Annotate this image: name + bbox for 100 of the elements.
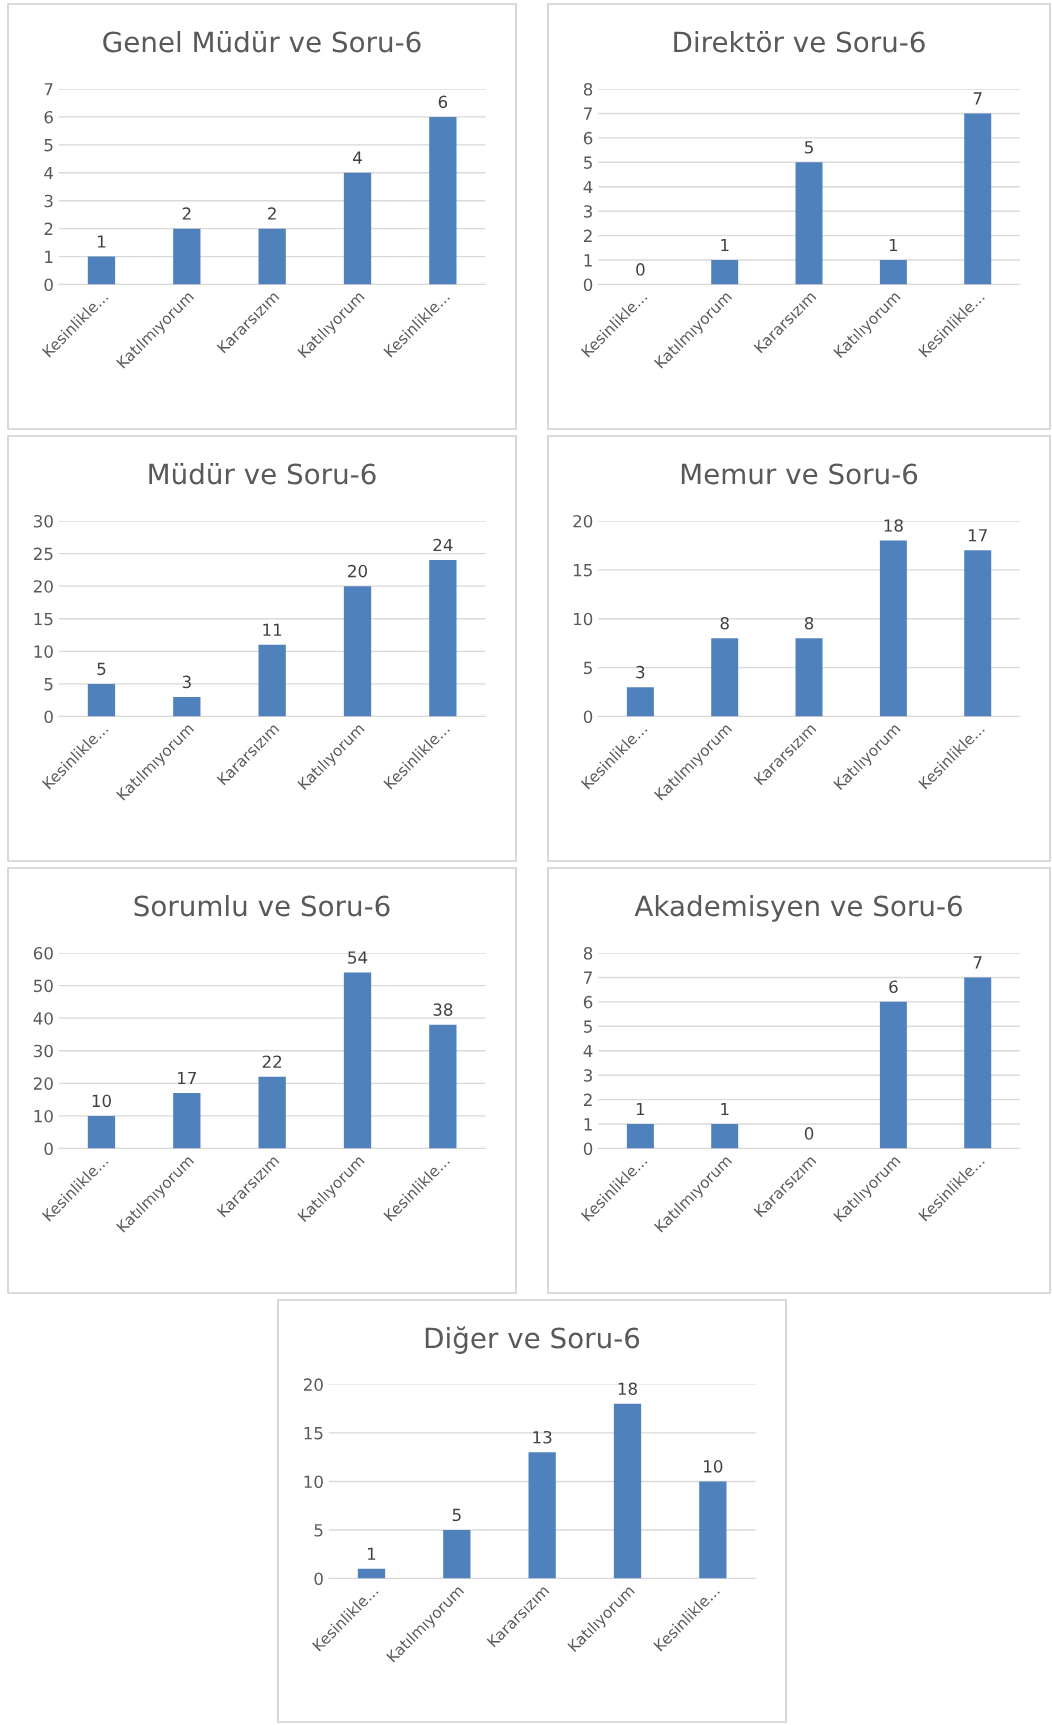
y-tick-label: 5 (44, 678, 53, 691)
y-tick-label: 15 (573, 564, 592, 577)
chart-title: Memur ve Soru-6 (681, 463, 918, 485)
y-tick-label: 2 (583, 1093, 592, 1106)
y-tick-label: 6 (583, 131, 593, 145)
data-label: 7 (973, 92, 982, 105)
bar (626, 687, 654, 717)
data-label: 6 (889, 980, 898, 994)
y-tick-label: 0 (44, 710, 53, 724)
data-label: 1 (98, 235, 106, 248)
y-tick-label: 8 (583, 946, 593, 960)
bar (87, 1115, 116, 1149)
y-tick-label: 4 (44, 166, 53, 180)
y-tick-label: 2 (44, 222, 53, 235)
y-tick-label: 15 (34, 612, 53, 626)
y-tick-label: 60 (33, 946, 53, 960)
y-tick-label: 30 (34, 514, 53, 528)
bar (879, 1001, 907, 1149)
data-label: 18 (884, 519, 903, 532)
data-label: 3 (636, 665, 645, 679)
y-tick-label: 20 (573, 514, 593, 528)
y-tick-label: 5 (584, 156, 592, 169)
data-label: 13 (533, 1430, 552, 1444)
y-tick-label: 7 (584, 971, 592, 984)
y-tick-label: 0 (314, 1572, 323, 1586)
bar (879, 260, 907, 285)
y-tick-label: 7 (584, 107, 592, 120)
bar (429, 560, 457, 717)
bar (87, 256, 116, 285)
bar (879, 540, 907, 717)
data-label: 17 (968, 529, 987, 542)
chart-title: Genel Müdür ve Soru-6 (103, 30, 421, 53)
y-tick-label: 15 (304, 1427, 323, 1440)
bar (343, 172, 372, 285)
bar (443, 1529, 471, 1579)
data-label: 0 (636, 263, 645, 276)
bar (258, 644, 286, 717)
data-label: 1 (636, 1102, 645, 1116)
bar (87, 683, 116, 717)
y-tick-label: 0 (44, 278, 53, 292)
bar (711, 260, 739, 285)
y-tick-label: 3 (44, 194, 53, 208)
y-tick-label: 1 (584, 254, 592, 267)
bar (528, 1452, 556, 1579)
y-tick-label: 10 (304, 1475, 323, 1489)
bar (964, 977, 992, 1149)
y-tick-label: 6 (44, 110, 53, 124)
chart-title: Sorumlu ve Soru-6 (134, 894, 390, 917)
y-tick-label: 0 (583, 1142, 593, 1156)
bar (173, 228, 201, 285)
bar (429, 1024, 457, 1149)
y-tick-label: 50 (34, 979, 53, 993)
bar (711, 1124, 739, 1149)
bar (964, 113, 992, 285)
y-tick-label: 6 (583, 995, 593, 1009)
y-tick-label: 3 (584, 1069, 592, 1082)
y-tick-label: 2 (583, 229, 592, 242)
y-tick-label: 5 (584, 1020, 592, 1033)
data-label: 22 (262, 1055, 282, 1068)
y-tick-label: 0 (583, 710, 593, 724)
bar (343, 972, 372, 1149)
y-tick-label: 7 (44, 83, 53, 96)
data-label: 5 (97, 662, 106, 676)
y-tick-label: 10 (34, 1109, 53, 1123)
y-tick-label: 5 (584, 661, 592, 675)
chart-title: Müdür ve Soru-6 (149, 462, 376, 485)
chart-title: Akademisyen ve Soru-6 (634, 894, 962, 922)
y-tick-label: 0 (583, 278, 593, 292)
bar (711, 638, 739, 717)
data-label: 1 (721, 238, 729, 252)
bar (173, 1093, 201, 1149)
data-label: 18 (618, 1382, 637, 1396)
y-tick-label: 4 (583, 180, 593, 194)
data-label: 7 (973, 956, 982, 969)
bar (357, 1568, 386, 1579)
bar (626, 1124, 654, 1149)
y-tick-label: 25 (33, 547, 53, 561)
data-label: 2 (268, 207, 276, 220)
y-tick-label: 8 (583, 82, 593, 96)
bar (795, 638, 823, 717)
bar (343, 586, 372, 717)
data-label: 10 (704, 1460, 723, 1473)
y-tick-label: 1 (584, 1118, 592, 1131)
data-label: 0 (804, 1127, 814, 1140)
bar (429, 116, 457, 285)
bar (173, 696, 201, 717)
y-tick-label: 40 (33, 1012, 53, 1025)
bar (258, 228, 286, 285)
data-label: 4 (353, 151, 362, 164)
data-label: 8 (804, 616, 814, 630)
bar (699, 1481, 727, 1579)
data-label: 2 (182, 207, 191, 220)
chart-title: Diğer ve Soru-6 (425, 1326, 640, 1354)
data-label: 5 (452, 1508, 461, 1522)
y-tick-label: 20 (33, 580, 53, 593)
data-label: 11 (263, 623, 282, 636)
y-tick-label: 0 (44, 1142, 53, 1156)
data-label: 20 (348, 564, 367, 578)
y-tick-label: 1 (45, 250, 53, 263)
data-label: 3 (182, 675, 191, 689)
